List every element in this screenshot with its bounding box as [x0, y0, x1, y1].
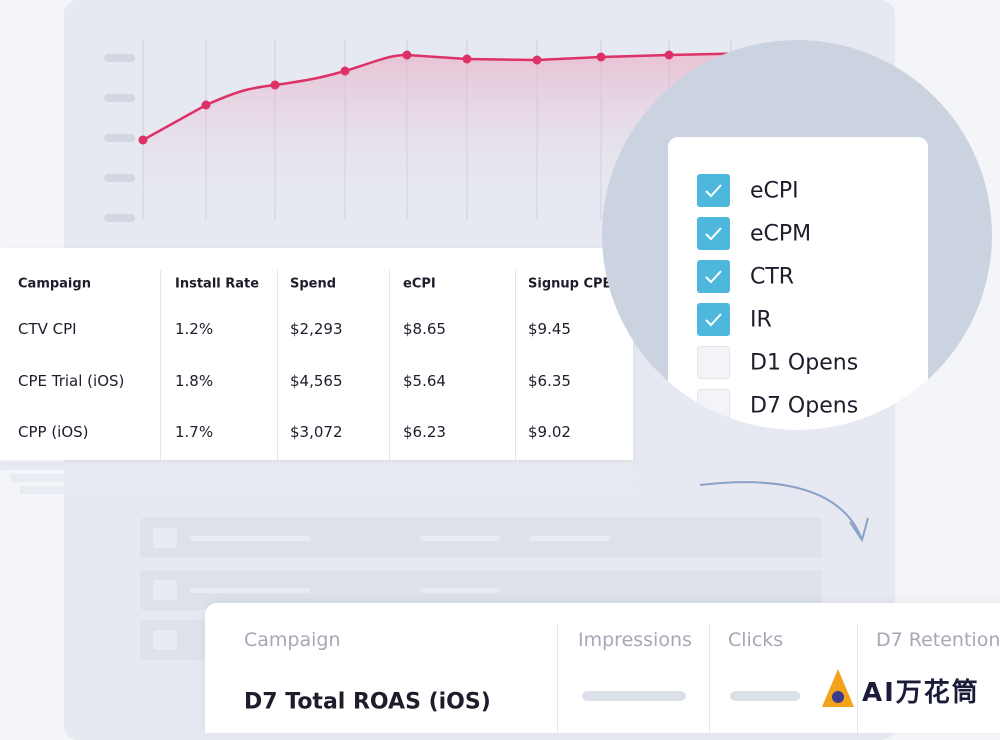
table-cell: CPE Trial (iOS) [18, 371, 125, 390]
metric-label: eCPI [750, 178, 799, 204]
table-cell: 1.2% [175, 320, 214, 338]
checkbox-checked[interactable] [697, 303, 730, 336]
check-mark [705, 227, 722, 241]
table-cell: $8.65 [403, 320, 446, 338]
table-cell: $3,072 [290, 423, 343, 441]
metric-label: D7 Opens [750, 393, 859, 419]
table-cell: $2,293 [290, 320, 343, 338]
column-header: Impressions [578, 629, 692, 651]
table-cell: $6.23 [403, 423, 446, 441]
column-divider [515, 270, 516, 460]
watermark-icon [822, 669, 854, 707]
column-divider [709, 623, 710, 733]
table-cell: 1.8% [175, 371, 214, 390]
campaign-table: Campaign Install Rate Spend eCPI Signup CPE C… [0, 248, 633, 460]
column-header: Clicks [728, 629, 784, 651]
column-header: Campaign [18, 276, 91, 292]
watermark-logo [820, 665, 858, 710]
metric-circle: eCPI eCPM CTR IR D1 Opens D7 Opens [602, 40, 992, 430]
check-mark [705, 184, 722, 198]
check-mark [705, 270, 722, 284]
column-divider [160, 270, 161, 460]
placeholder-bar [730, 691, 800, 701]
column-header: D7 Retention [876, 629, 1000, 651]
metric-label: D1 Opens [750, 350, 859, 376]
column-divider [277, 270, 278, 460]
column-divider [857, 623, 858, 733]
bottom-table: Campaign Impressions Clicks D7 Retention D7 … [205, 603, 1000, 733]
table-cell: $9.45 [528, 320, 571, 338]
checkbox-checked[interactable] [697, 174, 730, 207]
column-header: Signup CPE [528, 276, 612, 292]
watermark: AI万花筒 [862, 678, 980, 708]
check-mark [705, 313, 722, 327]
checkbox-checked[interactable] [697, 260, 730, 293]
placeholder-bar [582, 691, 686, 701]
column-header: eCPI [403, 276, 436, 292]
table-cell: $6.35 [528, 371, 571, 390]
column-header: Spend [290, 276, 337, 292]
checkbox-unchecked[interactable] [697, 346, 730, 379]
column-divider [389, 270, 390, 460]
table-cell: $4,565 [290, 371, 343, 390]
table-cell: CPP (iOS) [18, 423, 89, 441]
checkbox-checked[interactable] [697, 217, 730, 250]
column-header: Install Rate [175, 276, 260, 292]
table-cell: 1.7% [175, 423, 214, 441]
table-cell: $9.02 [528, 423, 571, 441]
metric-label: eCPM [750, 221, 812, 247]
metric-label: CTR [750, 264, 795, 290]
table-cell: D7 Total ROAS (iOS) [244, 689, 491, 715]
metric-label: IR [750, 307, 772, 333]
checkbox-unchecked[interactable] [697, 389, 730, 422]
table-cell: CTV CPI [18, 320, 77, 338]
column-divider [557, 623, 558, 733]
metric-card: eCPI eCPM CTR IR D1 Opens D7 Opens [668, 137, 928, 430]
table-cell: $5.64 [403, 371, 446, 390]
column-header: Campaign [244, 629, 341, 651]
